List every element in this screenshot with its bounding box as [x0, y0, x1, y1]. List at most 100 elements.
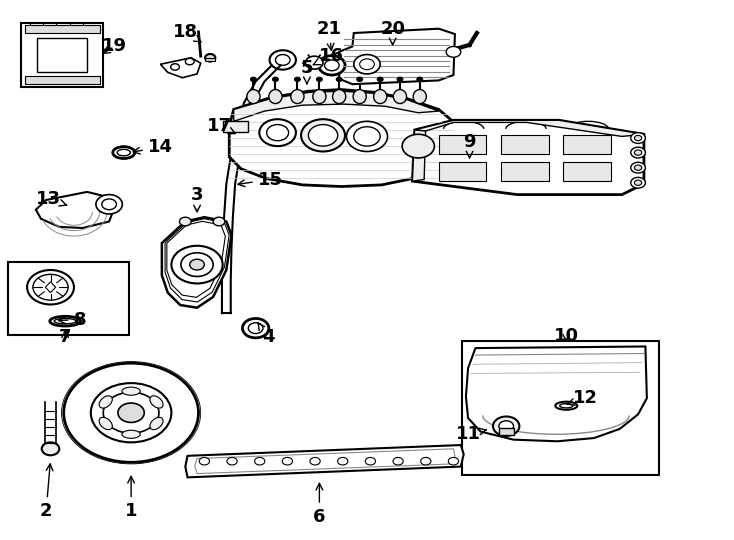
Circle shape: [62, 362, 200, 464]
Ellipse shape: [150, 417, 163, 430]
Polygon shape: [223, 121, 247, 132]
Circle shape: [354, 55, 380, 74]
Ellipse shape: [50, 316, 81, 326]
Text: 20: 20: [380, 19, 405, 45]
Circle shape: [272, 77, 278, 82]
Circle shape: [33, 274, 68, 300]
Circle shape: [634, 165, 642, 170]
Bar: [501, 136, 549, 154]
Text: 9: 9: [463, 133, 476, 158]
Circle shape: [634, 136, 642, 141]
Circle shape: [631, 147, 645, 158]
Bar: [8, 262, 129, 335]
Text: 11: 11: [456, 426, 487, 443]
Circle shape: [308, 125, 338, 146]
Ellipse shape: [353, 90, 366, 104]
Circle shape: [84, 377, 178, 448]
Polygon shape: [185, 445, 464, 477]
Bar: [439, 163, 487, 181]
Text: 18: 18: [172, 23, 201, 42]
Bar: [25, 76, 100, 84]
Bar: [462, 341, 658, 475]
Ellipse shape: [413, 90, 426, 104]
Circle shape: [448, 457, 459, 465]
Ellipse shape: [122, 387, 140, 395]
Text: 12: 12: [567, 389, 597, 407]
Text: 16: 16: [313, 46, 344, 65]
Circle shape: [338, 457, 348, 465]
Circle shape: [377, 77, 383, 82]
Circle shape: [283, 457, 293, 465]
Circle shape: [185, 58, 194, 65]
Circle shape: [301, 119, 345, 152]
Circle shape: [213, 217, 225, 226]
Circle shape: [199, 457, 209, 465]
Circle shape: [357, 77, 363, 82]
Bar: [501, 163, 549, 181]
Circle shape: [179, 217, 191, 226]
Circle shape: [79, 375, 183, 451]
Polygon shape: [195, 449, 455, 474]
Circle shape: [493, 416, 520, 436]
Ellipse shape: [313, 90, 326, 104]
Circle shape: [75, 372, 187, 454]
Circle shape: [172, 246, 222, 284]
Ellipse shape: [560, 403, 573, 408]
Bar: [21, 23, 103, 87]
Circle shape: [354, 127, 380, 146]
Circle shape: [316, 77, 322, 82]
Text: 17: 17: [206, 117, 235, 134]
Circle shape: [259, 119, 296, 146]
Ellipse shape: [333, 90, 346, 104]
Circle shape: [634, 180, 642, 185]
Circle shape: [336, 77, 342, 82]
Circle shape: [181, 253, 213, 276]
Text: 10: 10: [553, 327, 579, 345]
Text: 13: 13: [36, 190, 67, 208]
Circle shape: [227, 457, 237, 465]
Circle shape: [64, 363, 198, 462]
Polygon shape: [165, 219, 229, 302]
Ellipse shape: [374, 90, 387, 104]
Circle shape: [346, 122, 388, 152]
Bar: [439, 136, 487, 154]
Text: 14: 14: [133, 138, 173, 156]
Text: 1: 1: [125, 476, 137, 521]
Circle shape: [294, 77, 300, 82]
Circle shape: [417, 77, 423, 82]
Circle shape: [70, 368, 192, 457]
Circle shape: [205, 54, 215, 62]
Ellipse shape: [113, 147, 135, 159]
Circle shape: [305, 56, 323, 69]
Circle shape: [397, 77, 403, 82]
Polygon shape: [415, 120, 644, 137]
Text: 15: 15: [238, 171, 283, 188]
Circle shape: [266, 125, 288, 141]
Ellipse shape: [150, 396, 163, 408]
Text: 7: 7: [59, 328, 71, 346]
Circle shape: [91, 383, 172, 442]
Circle shape: [393, 457, 403, 465]
Text: 6: 6: [313, 483, 326, 525]
Text: 8: 8: [59, 310, 86, 328]
Polygon shape: [413, 120, 644, 194]
Bar: [499, 428, 514, 435]
Circle shape: [27, 270, 74, 305]
Circle shape: [103, 392, 159, 433]
Circle shape: [250, 77, 256, 82]
Circle shape: [275, 55, 290, 65]
Bar: [563, 136, 611, 154]
Circle shape: [324, 60, 339, 71]
Circle shape: [171, 64, 179, 70]
Text: 4: 4: [258, 323, 275, 346]
Circle shape: [631, 133, 645, 144]
Circle shape: [269, 50, 296, 70]
Bar: [563, 163, 611, 181]
Ellipse shape: [99, 396, 112, 408]
Circle shape: [319, 56, 345, 75]
Polygon shape: [466, 347, 647, 441]
Circle shape: [634, 150, 642, 156]
Circle shape: [96, 194, 123, 214]
Circle shape: [402, 134, 435, 158]
Polygon shape: [413, 130, 426, 181]
